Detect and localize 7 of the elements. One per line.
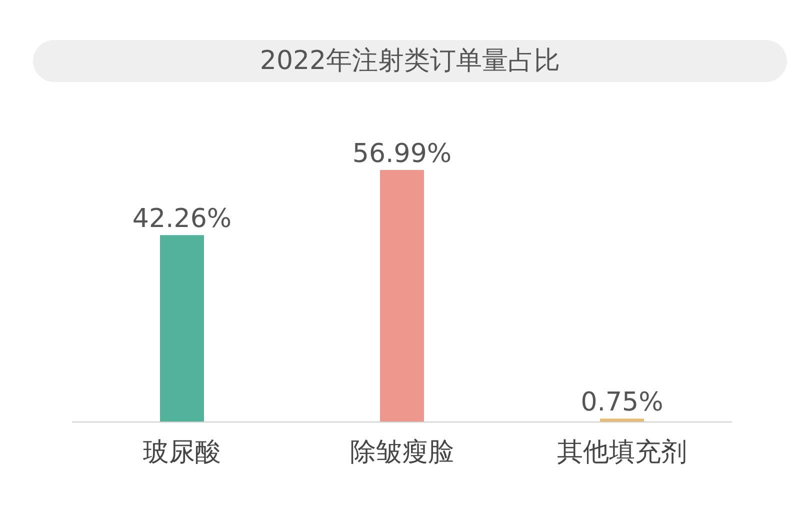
x-tick-label: 除皱瘦脸 (350, 437, 454, 468)
x-tick-label: 其他填充剂 (557, 437, 687, 468)
data-label: 0.75% (580, 388, 664, 418)
chart-title: 2022年注射类订单量占比 (33, 40, 787, 82)
data-label: 42.26% (132, 204, 232, 234)
x-tick-label: 玻尿酸 (143, 437, 221, 468)
data-label: 56.99% (352, 139, 452, 169)
